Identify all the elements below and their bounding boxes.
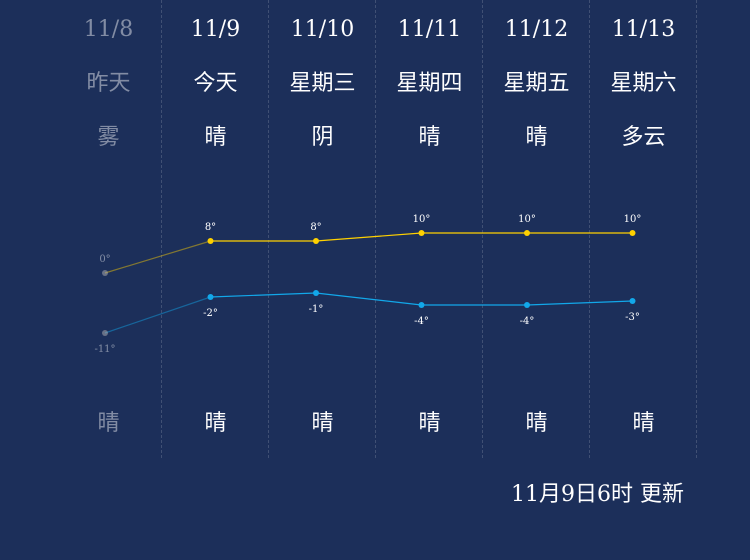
night-weather: 晴 <box>525 411 548 436</box>
day-weekday: 星期三 <box>289 71 356 96</box>
low-temp-point <box>524 302 530 308</box>
low-temp-segment <box>104 296 211 334</box>
night-weather: 晴 <box>204 411 227 436</box>
day-date: 11/10 <box>290 17 355 42</box>
high-temp-point <box>629 230 636 236</box>
day-weather: 多云 <box>621 125 666 150</box>
low-temp-label: -4° <box>414 316 429 327</box>
low-temp-label: -11° <box>94 344 115 355</box>
day-date: 11/12 <box>504 17 569 42</box>
day-weekday: 昨天 <box>86 71 131 96</box>
day-weather: 晴 <box>525 125 548 150</box>
low-temp-point <box>629 298 636 304</box>
low-temp-segment <box>315 292 422 306</box>
low-temp-point <box>102 330 108 336</box>
day-column: 11/10 星期三阴晴 <box>269 0 376 470</box>
day-weather: 阴 <box>311 125 334 150</box>
update-time: 11月9日6时 更新 <box>511 482 684 507</box>
column-divider <box>482 0 483 458</box>
night-weather: 晴 <box>632 411 655 436</box>
low-temp-point <box>418 302 425 308</box>
column-divider <box>589 0 590 458</box>
column-divider <box>161 0 162 458</box>
night-weather: 晴 <box>418 411 441 436</box>
low-temp-label: -1° <box>309 304 324 315</box>
high-temp-label: 8° <box>310 222 321 233</box>
day-column: 11/9 今天晴晴 <box>162 0 269 470</box>
day-weekday: 今天 <box>193 71 238 96</box>
column-divider <box>696 0 697 458</box>
low-temp-label: -4° <box>520 316 535 327</box>
night-weather: 晴 <box>311 411 334 436</box>
low-temp-point <box>313 290 319 296</box>
high-temp-label: 10° <box>624 214 642 225</box>
day-weekday: 星期五 <box>503 71 570 96</box>
high-temp-label: 0° <box>99 254 110 265</box>
day-date: 11/13 <box>611 17 676 42</box>
day-weather: 晴 <box>418 125 441 150</box>
day-weekday: 星期四 <box>396 71 463 96</box>
day-column: 11/12 星期五晴晴 <box>483 0 590 470</box>
low-temp-point <box>207 294 214 300</box>
high-temp-point <box>418 230 425 236</box>
high-temp-point <box>313 238 319 244</box>
high-temp-label: 10° <box>413 214 431 225</box>
low-temp-segment <box>210 292 317 298</box>
day-date: 11/9 <box>190 17 241 42</box>
high-temp-point <box>102 270 108 276</box>
low-temp-label: -2° <box>203 308 218 319</box>
column-divider <box>375 0 376 458</box>
high-temp-point <box>524 230 530 236</box>
high-temp-segment <box>315 232 422 242</box>
column-divider <box>268 0 269 458</box>
day-column: 11/11 星期四晴晴 <box>376 0 483 470</box>
night-weather: 晴 <box>97 411 120 436</box>
day-column: 11/8 昨天雾晴 <box>55 0 162 470</box>
high-temp-segment <box>104 240 211 274</box>
high-temp-label: 8° <box>205 222 216 233</box>
day-date: 11/11 <box>397 17 462 42</box>
low-temp-label: -3° <box>625 312 640 323</box>
high-temp-point <box>207 238 214 244</box>
day-date: 11/8 <box>83 17 134 42</box>
day-weather: 雾 <box>97 125 120 150</box>
high-temp-label: 10° <box>518 214 536 225</box>
low-temp-segment <box>526 300 633 306</box>
day-weekday: 星期六 <box>610 71 677 96</box>
day-weather: 晴 <box>204 125 227 150</box>
day-column: 11/13 星期六多云晴 <box>590 0 697 470</box>
